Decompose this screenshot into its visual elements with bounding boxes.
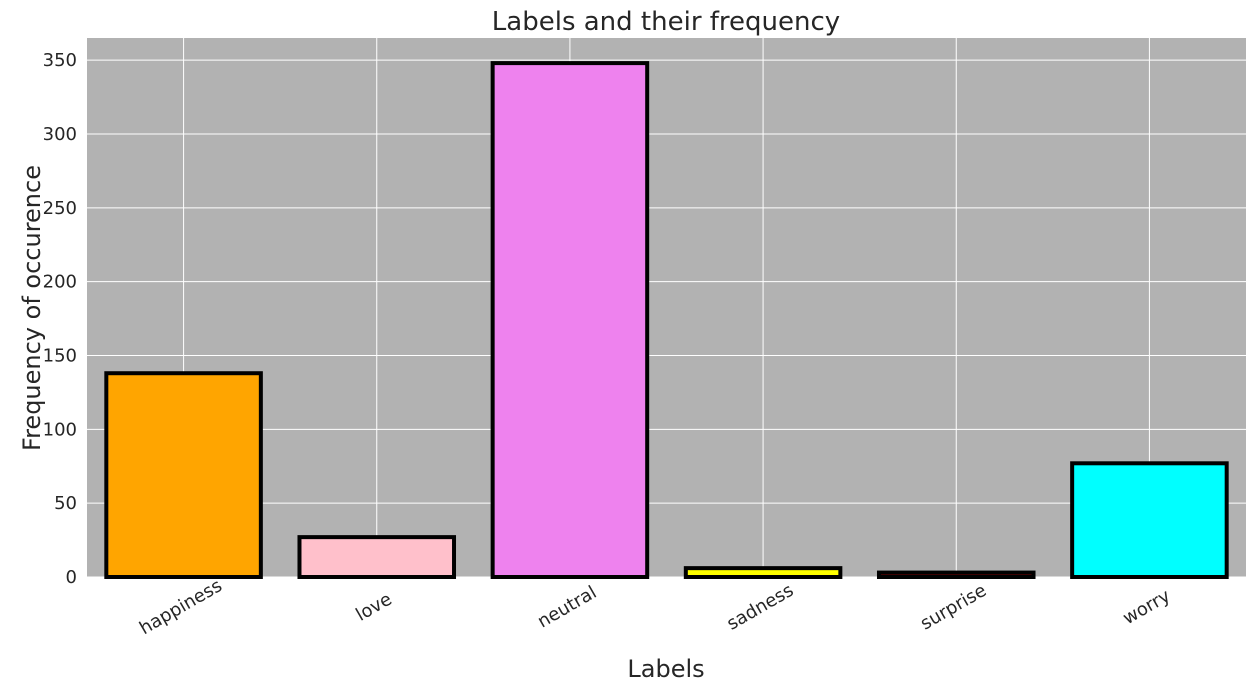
x-tick-label: happiness xyxy=(136,575,226,639)
x-tick-label: neutral xyxy=(534,582,600,632)
y-axis-label: Frequency of occurence xyxy=(18,165,46,451)
x-tick-label: sadness xyxy=(723,580,797,635)
x-axis-ticks: happiness love neutral sadness surprise worry xyxy=(136,575,1174,639)
bars xyxy=(104,61,1229,580)
bar-love xyxy=(297,535,457,580)
bar-worry xyxy=(1070,461,1229,579)
chart-title: Labels and their frequency xyxy=(492,7,840,37)
x-tick-label: surprise xyxy=(917,580,990,634)
bar-sadness xyxy=(683,566,843,579)
y-tick-label: 200 xyxy=(43,272,77,293)
y-axis-ticks: 0 50 100 150 200 250 300 350 xyxy=(43,50,77,588)
y-tick-label: 150 xyxy=(43,345,77,366)
bar-surprise xyxy=(876,570,1036,580)
y-tick-label: 350 xyxy=(43,50,77,71)
y-tick-label: 50 xyxy=(54,493,77,514)
x-axis-label: Labels xyxy=(627,655,704,683)
y-tick-label: 250 xyxy=(43,198,77,219)
y-tick-label: 100 xyxy=(43,419,77,440)
plot-area xyxy=(87,38,1246,577)
bar-neutral xyxy=(490,61,650,579)
y-tick-label: 0 xyxy=(66,567,77,588)
x-tick-label: love xyxy=(352,589,395,626)
x-tick-label: worry xyxy=(1119,585,1174,629)
bar-happiness xyxy=(104,371,263,579)
y-tick-label: 300 xyxy=(43,124,77,145)
